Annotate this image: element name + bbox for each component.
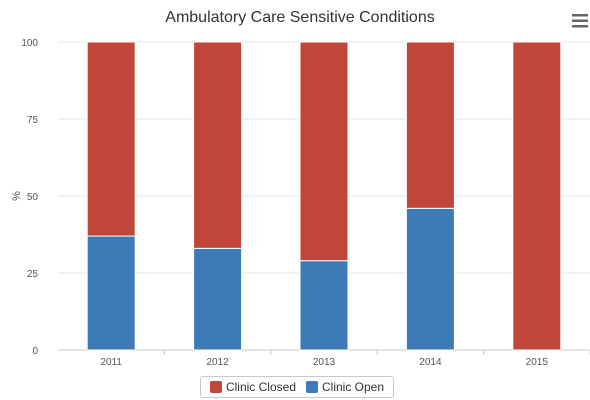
legend-label-clinic-open: Clinic Open: [322, 380, 385, 394]
y-tick-label: 100: [21, 38, 38, 49]
legend-label-clinic-closed: Clinic Closed: [225, 380, 296, 394]
legend-item-clinic-open[interactable]: Clinic Open: [306, 380, 384, 394]
y-tick-label: 25: [27, 269, 39, 280]
hamburger-menu-icon[interactable]: [572, 14, 588, 28]
bar-clinic-closed: [193, 41, 243, 249]
bar-clinic-closed: [512, 41, 562, 351]
x-tick-label: 2012: [206, 357, 229, 368]
x-tick-label: 2013: [313, 357, 336, 368]
bar-clinic-closed: [86, 41, 136, 237]
legend-item-clinic-closed[interactable]: Clinic Closed: [209, 380, 296, 394]
bar-clinic-open: [86, 235, 136, 351]
legend: Clinic Closed Clinic Open: [200, 376, 394, 398]
bar-clinic-closed: [405, 41, 455, 209]
x-tick-label: 2011: [100, 357, 122, 368]
y-tick-label: 0: [32, 346, 38, 357]
bar-clinic-closed: [299, 41, 349, 262]
legend-swatch-clinic-open: [306, 381, 318, 393]
bar-clinic-open: [405, 207, 455, 351]
x-tick-label: 2014: [419, 357, 442, 368]
bar-clinic-open: [193, 247, 243, 351]
bar-clinic-open: [299, 260, 349, 351]
legend-swatch-clinic-closed: [209, 381, 222, 393]
y-tick-label: 50: [27, 192, 39, 203]
plot-area: 0 25 50 75 100% 2011 2012 2013 2014 2015: [11, 38, 590, 368]
y-axis-label: %: [11, 191, 23, 201]
x-tick-label: 2015: [526, 357, 549, 368]
y-tick-label: 75: [27, 115, 39, 126]
chart-title: Ambulatory Care Sensitive Conditions: [165, 9, 435, 26]
